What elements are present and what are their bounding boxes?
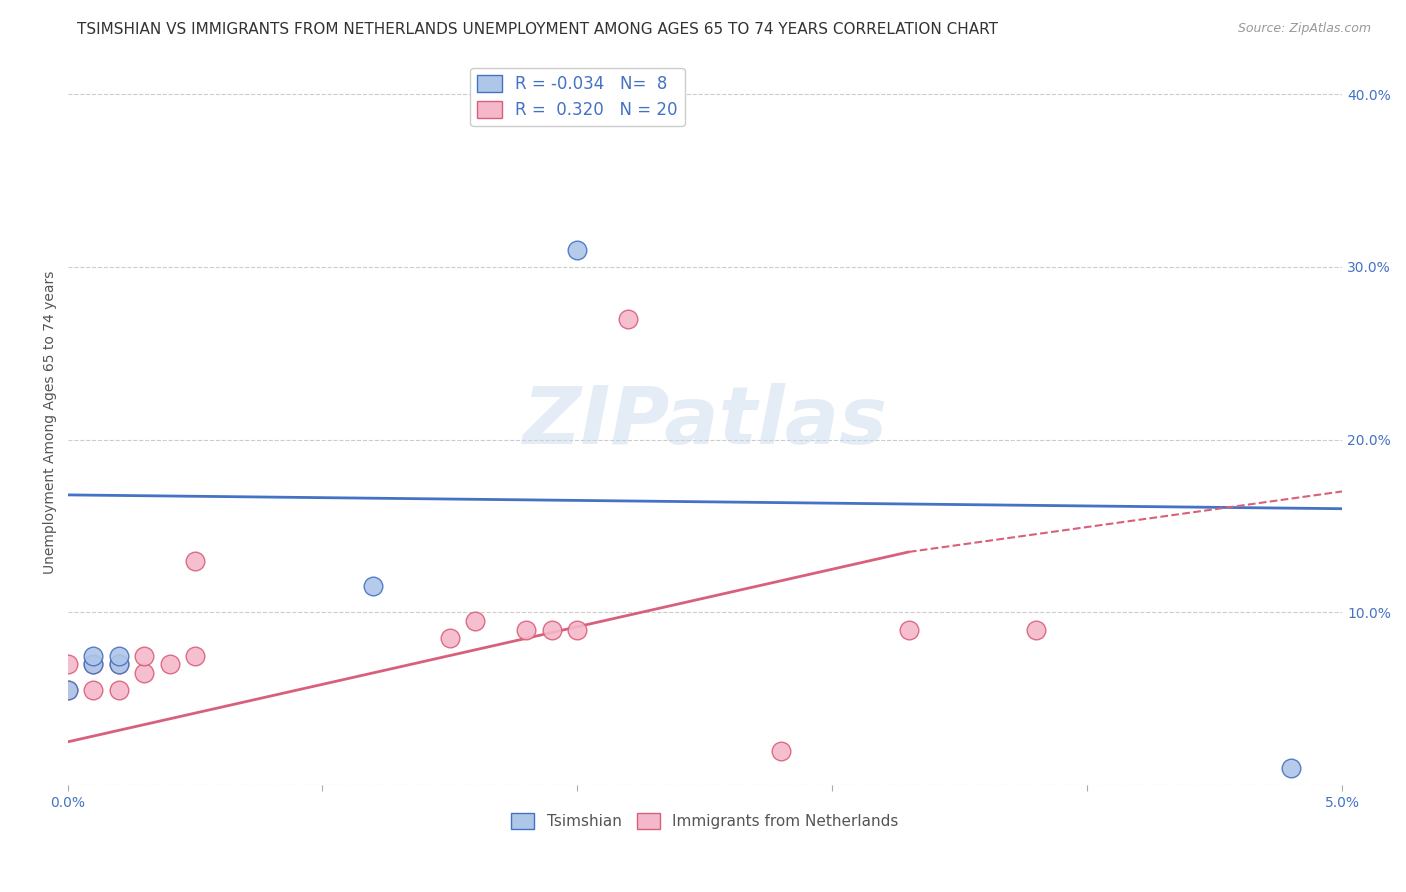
Point	[107, 683, 129, 698]
Point	[82, 683, 104, 698]
Text: Source: ZipAtlas.com: Source: ZipAtlas.com	[1237, 22, 1371, 36]
Text: TSIMSHIAN VS IMMIGRANTS FROM NETHERLANDS UNEMPLOYMENT AMONG AGES 65 TO 74 YEARS : TSIMSHIAN VS IMMIGRANTS FROM NETHERLANDS…	[77, 22, 998, 37]
Point	[541, 623, 564, 637]
Point	[56, 683, 79, 698]
Point	[1025, 623, 1047, 637]
Point	[184, 553, 207, 567]
Point	[184, 648, 207, 663]
Point	[82, 657, 104, 672]
Point	[1279, 761, 1302, 775]
Point	[515, 623, 537, 637]
Point	[363, 579, 385, 593]
Point	[897, 623, 920, 637]
Point	[464, 614, 486, 628]
Point	[159, 657, 181, 672]
Y-axis label: Unemployment Among Ages 65 to 74 years: Unemployment Among Ages 65 to 74 years	[44, 270, 58, 574]
Point	[107, 648, 129, 663]
Point	[132, 665, 155, 680]
Point	[770, 743, 793, 757]
Point	[107, 657, 129, 672]
Point	[56, 683, 79, 698]
Point	[107, 657, 129, 672]
Point	[82, 648, 104, 663]
Point	[567, 243, 589, 257]
Point	[439, 632, 461, 646]
Point	[56, 657, 79, 672]
Point	[132, 648, 155, 663]
Point	[617, 311, 640, 326]
Text: ZIPatlas: ZIPatlas	[523, 384, 887, 461]
Point	[82, 657, 104, 672]
Point	[567, 623, 589, 637]
Legend: Tsimshian, Immigrants from Netherlands: Tsimshian, Immigrants from Netherlands	[505, 807, 904, 836]
